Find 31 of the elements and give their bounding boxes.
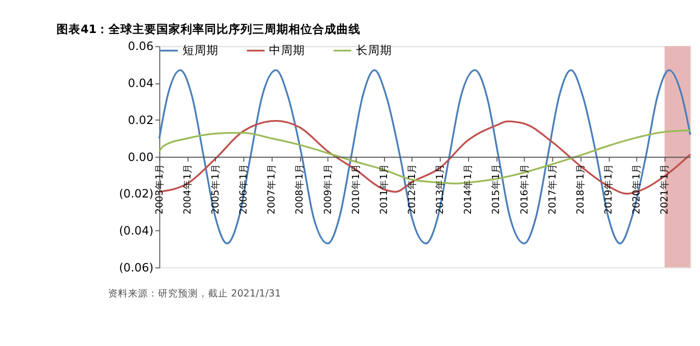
legend-label: 短周期 — [182, 43, 218, 58]
x-tick-label: 2009年1月 — [322, 163, 334, 214]
x-tick-label: 2012年1月 — [406, 163, 418, 214]
text: 资料来源：研究预测，截止 2021/1/31 — [108, 288, 281, 300]
x-tick-label: 2017年1月 — [546, 163, 558, 214]
y-tick-label: (0.06) — [118, 260, 154, 274]
y-tick-label: 0.00 — [128, 150, 154, 164]
x-tick-label: 2016年1月 — [518, 163, 530, 214]
x-tick-label: 2004年1月 — [181, 163, 194, 214]
x-tick-label: 2003年1月 — [153, 163, 166, 214]
chart-title: 图表41：全球主要国家利率同比序列三周期相位合成曲线 — [56, 22, 361, 36]
y-tick-label: 0.06 — [128, 39, 154, 54]
x-tick-label: 2015年1月 — [490, 163, 502, 214]
x-tick-label: 2020年1月 — [630, 163, 643, 214]
y-tick-label: 0.02 — [128, 112, 154, 127]
x-tick-label: 2007年1月 — [266, 163, 278, 214]
x-tick-label: 2010年1月 — [350, 163, 362, 214]
x-tick-label: 2008年1月 — [294, 163, 306, 214]
y-tick-label: 0.04 — [128, 76, 154, 90]
x-tick-label: 2005年1月 — [210, 163, 222, 214]
x-tick-label: 2013年1月 — [434, 163, 446, 214]
x-tick-label: 2019年1月 — [602, 163, 615, 214]
legend-label: 中周期 — [269, 43, 306, 58]
x-tick-label: 2011年1月 — [378, 163, 390, 214]
x-tick-label: 2014年1月 — [462, 163, 474, 214]
x-tick-label: 2006年1月 — [238, 163, 250, 214]
y-tick-label: (0.02) — [118, 186, 154, 201]
x-tick-label: 2021年1月 — [658, 163, 671, 214]
y-tick-label: (0.04) — [118, 224, 154, 238]
legend-label: 长周期 — [356, 43, 392, 58]
x-tick-label: 2018年1月 — [574, 163, 586, 214]
